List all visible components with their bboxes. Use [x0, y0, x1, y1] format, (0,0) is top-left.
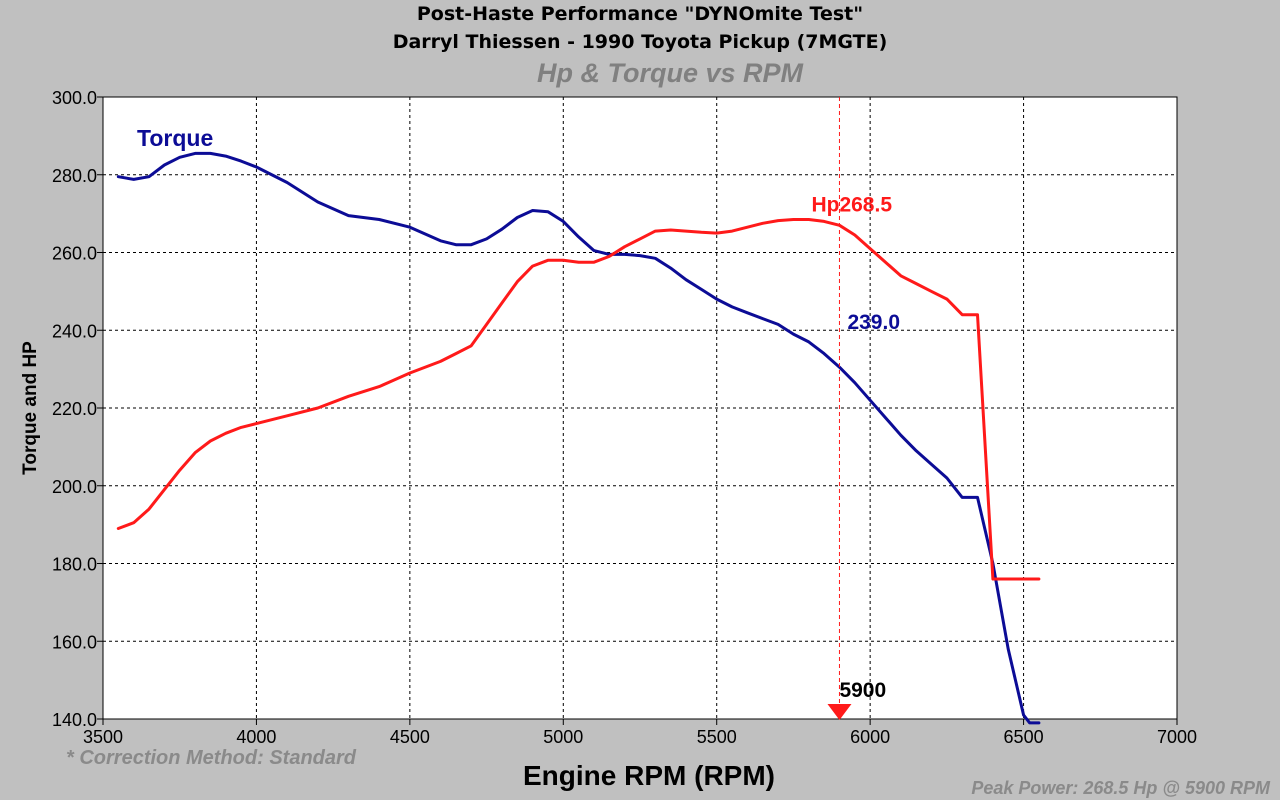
y-tick-label: 180.0 [52, 555, 97, 575]
y-axis-label: Torque and HP [20, 341, 41, 475]
grid [103, 97, 1177, 719]
y-tick-label: 140.0 [52, 710, 97, 730]
chart-title-line1: Post-Haste Performance "DYNOmite Test" [416, 3, 864, 25]
torque-line [116, 151, 1041, 725]
x-tick-label: 5500 [697, 727, 737, 747]
peak-rpm-marker [827, 704, 852, 720]
y-tick-label: 220.0 [52, 399, 97, 419]
y-tick-label: 260.0 [52, 244, 97, 264]
peak-rpm-label: 5900 [839, 679, 886, 702]
x-tick-label: 3500 [83, 727, 123, 747]
torque-series-label: Torque [137, 125, 213, 151]
y-tick-label: 300.0 [52, 88, 97, 108]
x-tick-label: 4500 [390, 727, 430, 747]
chart-title-line2: Darryl Thiessen - 1990 Toyota Pickup (7M… [392, 31, 888, 53]
y-tick-label: 160.0 [52, 632, 97, 652]
peak-power-note: Peak Power: 268.5 Hp @ 5900 RPM [971, 778, 1270, 798]
y-tick-label: 200.0 [52, 477, 97, 497]
x-tick-label: 7000 [1157, 727, 1197, 747]
annotations: 5900 Torque 239.0 Hp268.5 [137, 97, 900, 720]
chart-subtitle: Hp & Torque vs RPM [536, 58, 804, 88]
series [116, 151, 1041, 725]
x-tick-label: 5000 [543, 727, 583, 747]
hp-value-label: Hp268.5 [811, 193, 892, 216]
x-tick-label: 6000 [850, 727, 890, 747]
x-axis-label: Engine RPM (RPM) [523, 760, 775, 791]
x-tick-label: 6500 [1004, 727, 1044, 747]
y-tick-label: 240.0 [52, 321, 97, 341]
hp-line [116, 218, 1041, 581]
axis-ticks: 3500 4000 4500 5000 5500 6000 6500 7000 140.0 160… [52, 88, 1197, 747]
correction-method-note: * Correction Method: Standard [66, 747, 357, 769]
x-tick-label: 4000 [236, 727, 276, 747]
y-tick-label: 280.0 [52, 166, 97, 186]
torque-value-label: 239.0 [847, 311, 900, 334]
